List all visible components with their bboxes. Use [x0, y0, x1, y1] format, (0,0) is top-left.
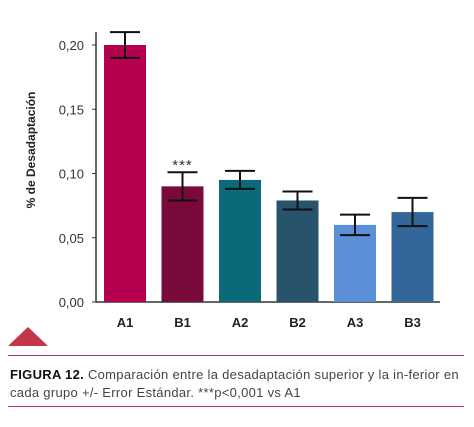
bar-chart: % de Desadaptación 0,000,050,100,150,20 … [8, 31, 440, 346]
y-tick-label: 0,00 [59, 295, 84, 310]
bar-A2 [219, 179, 261, 302]
y-tick-label: 0,20 [59, 38, 84, 53]
caption-label: FIGURA 12. [10, 367, 85, 382]
significance-annotation: *** [172, 157, 193, 174]
caption-text: Comparación entre la desadaptación super… [10, 367, 459, 400]
y-axis-title: % de Desadaptación [24, 92, 38, 209]
y-tick-label: 0,10 [59, 167, 84, 182]
x-tick-label-B3: B3 [404, 315, 421, 330]
x-tick-label-A3: A3 [347, 315, 364, 330]
bar-A1 [104, 45, 146, 302]
bar-B1 [161, 186, 204, 302]
x-tick-label-A1: A1 [117, 315, 134, 330]
y-tick-label: 0,05 [59, 231, 84, 246]
x-tick-label-B1: B1 [174, 315, 191, 330]
figure-caption: FIGURA 12. Comparación entre la desadapt… [10, 366, 468, 402]
y-tick-label: 0,15 [59, 102, 84, 117]
caption-bottom-rule [8, 406, 464, 407]
caption-top-rule [8, 355, 464, 356]
x-tick-label-A2: A2 [232, 315, 249, 330]
figure-marker-triangle [8, 327, 48, 346]
bar-A3 [334, 224, 376, 302]
x-tick-label-B2: B2 [289, 315, 306, 330]
bar-B2 [276, 200, 319, 302]
